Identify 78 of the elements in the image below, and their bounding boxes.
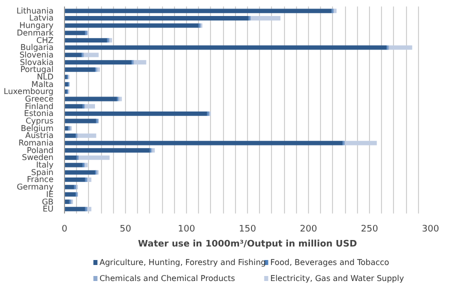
bar <box>88 206 92 212</box>
bar <box>64 148 150 153</box>
bar <box>97 67 100 72</box>
bar <box>64 133 76 138</box>
x-tick-label: 300 <box>422 224 440 234</box>
bar <box>64 16 249 20</box>
legend-label: Chemicals and Chemical Products <box>99 274 236 283</box>
bar <box>64 111 208 116</box>
bar <box>64 23 199 28</box>
y-tick-label: Germany <box>16 182 54 192</box>
y-tick-label: GB <box>42 197 54 206</box>
y-tick-label: Luxembourg <box>4 87 54 96</box>
x-axis-title: Water use in 1000m³/Output in million USD <box>138 240 357 250</box>
bar <box>64 206 86 212</box>
bar <box>64 67 95 72</box>
bar <box>88 178 92 182</box>
bar <box>64 96 117 102</box>
bar <box>334 8 337 14</box>
x-tick-label: 150 <box>238 224 256 234</box>
bar <box>110 38 112 42</box>
y-tick-label: Austria <box>25 131 54 140</box>
bar <box>64 38 108 42</box>
bar <box>78 133 96 138</box>
bar <box>64 60 132 64</box>
y-tick-label: Poland <box>26 146 54 155</box>
y-tick-label: Spain <box>31 168 54 177</box>
y-tick-label: Italy <box>36 160 54 170</box>
y-tick-label: Romania <box>18 138 54 148</box>
bar <box>64 178 86 182</box>
bar <box>134 60 146 64</box>
bar <box>64 170 95 175</box>
bar <box>64 52 82 58</box>
bar <box>84 52 99 58</box>
bar <box>389 45 412 50</box>
bar <box>64 140 343 146</box>
y-tick-label: Lithuania <box>16 6 54 16</box>
y-tick-label: Greece <box>25 94 54 104</box>
bar <box>64 30 86 36</box>
y-tick-label: Portugal <box>20 65 54 74</box>
legend-label: Electricity, Gas and Water Supply <box>270 274 404 283</box>
bar <box>85 162 88 168</box>
y-tick-label: Belgium <box>20 124 54 133</box>
y-tick-label: NLD <box>36 72 54 82</box>
x-tick-label: 250 <box>360 224 378 234</box>
y-tick-label: France <box>26 175 54 184</box>
bar <box>79 156 110 160</box>
bar <box>64 8 332 14</box>
bar <box>64 104 83 109</box>
y-tick-label: IE <box>46 190 54 199</box>
y-tick-label: Estonia <box>24 109 54 118</box>
y-tick-label: Sweden <box>22 153 54 162</box>
y-tick-label: EU <box>42 204 54 214</box>
bar <box>64 45 387 50</box>
x-tick-label: 200 <box>300 224 318 234</box>
bar <box>345 140 377 146</box>
y-tick-label: Cyprus <box>26 116 54 126</box>
bar <box>64 192 76 197</box>
y-tick-label: Finland <box>24 102 54 111</box>
bar <box>64 162 83 168</box>
y-tick-label: Slovenia <box>19 50 54 60</box>
y-tick-label: Bulgaria <box>20 43 54 52</box>
bar <box>119 96 122 102</box>
bar <box>152 148 155 153</box>
bar <box>64 156 77 160</box>
legend-label: Food, Beverages and Tobacco <box>270 258 390 267</box>
y-tick-label: Slovakia <box>20 58 54 67</box>
bar <box>64 184 74 190</box>
x-tick-label: 50 <box>120 224 132 234</box>
y-tick-label: CHZ <box>36 36 54 45</box>
y-tick-label: Denmark <box>16 28 54 38</box>
x-tick-label: 0 <box>62 224 68 234</box>
y-tick-label: Hungary <box>19 21 54 30</box>
bar <box>251 16 280 20</box>
y-tick-label: Latvia <box>29 14 54 23</box>
bar <box>64 200 70 204</box>
x-tick-label: 100 <box>178 224 196 234</box>
y-tick-label: Malta <box>31 80 54 89</box>
bar <box>85 104 95 109</box>
